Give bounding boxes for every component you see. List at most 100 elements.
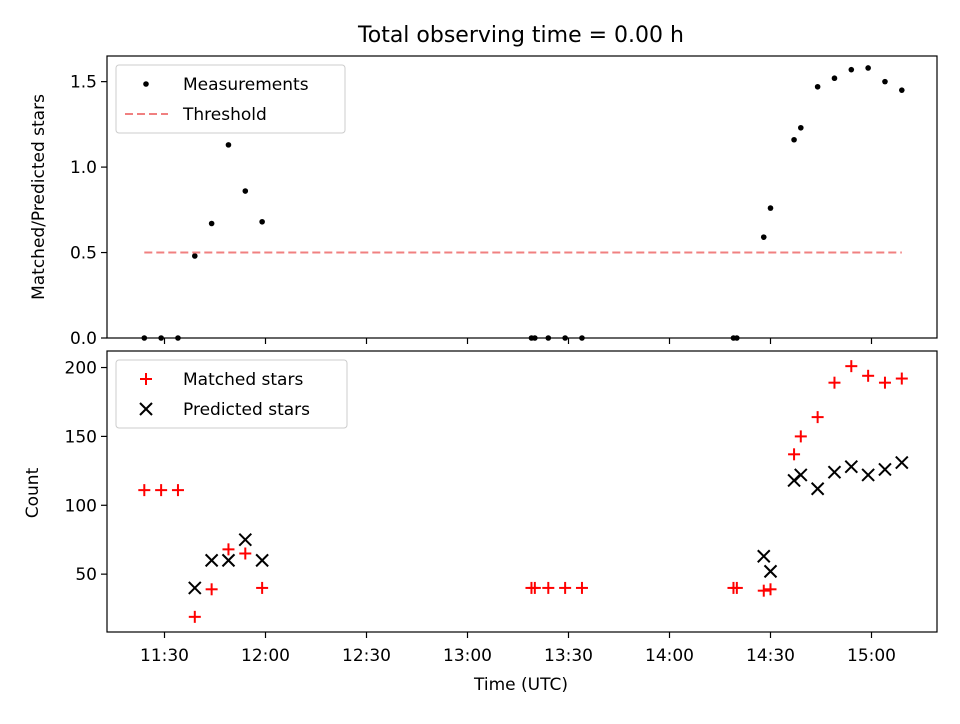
matched-star-marker [788, 448, 801, 461]
matched-star-marker [542, 581, 555, 594]
measurement-point [899, 87, 905, 93]
predicted-star-marker [188, 581, 202, 595]
x-tick-label: 13:00 [443, 646, 492, 666]
measurement-point [760, 234, 767, 240]
bottom-plot: 50 100 150 200 11:30 12:00 12:30 13:00 13:30 14:0… [65, 350, 938, 666]
y-tick-label: 100 [65, 496, 97, 516]
x-tick-label: 14:30 [746, 646, 795, 666]
legend: Measurements Threshold [115, 64, 346, 134]
marker-stroke [238, 533, 253, 547]
matched-star-marker [794, 430, 807, 443]
predicted-star-marker [827, 465, 842, 479]
measurement-point [798, 124, 804, 131]
y-tick-label: 1.5 [70, 73, 97, 93]
predicted-star-marker [221, 553, 236, 568]
x-tick-label: 12:00 [241, 646, 290, 666]
matched-star-marker [205, 583, 218, 596]
matched-star-marker [828, 376, 841, 389]
measurement-point [242, 188, 249, 194]
predicted-star-marker [255, 553, 269, 568]
legend-label: Predicted stars [183, 400, 310, 420]
y-tick-label: 0.5 [70, 244, 97, 264]
measurement-point [767, 205, 774, 211]
x-tick-label: 13:30 [544, 646, 593, 666]
matched-star-marker [845, 360, 858, 373]
predicted-star-marker [861, 468, 875, 482]
marker-stroke [895, 455, 909, 470]
predicted-star-marker [238, 533, 253, 547]
marker-stroke [844, 459, 859, 474]
predicted-star-marker [763, 564, 778, 579]
measurement-point [259, 218, 265, 225]
measurement-point [814, 83, 821, 90]
marker-stroke [255, 553, 269, 568]
y-tick-label: 200 [65, 359, 97, 379]
marker-stroke [861, 468, 875, 482]
matched-star-marker [559, 581, 572, 594]
matched-star-marker [528, 581, 541, 594]
x-tick-label: 11:30 [140, 646, 189, 666]
matched-star-marker [764, 583, 777, 596]
chart-title: Total observing time = 0.00 h [357, 23, 684, 48]
marker-stroke [139, 402, 153, 416]
matched-star-marker [256, 581, 269, 594]
matched-star-marker [575, 581, 588, 594]
predicted-star-marker [757, 549, 771, 563]
marker-stroke [204, 553, 219, 568]
predicted-star-marker [204, 553, 219, 568]
matched-star-marker [155, 484, 168, 497]
legend: Matched stars Predicted stars [115, 359, 348, 429]
marker-stroke [221, 553, 236, 568]
measurement-point [225, 142, 232, 148]
measurement-point [208, 220, 215, 227]
matched-star-marker [222, 543, 235, 556]
matched-star-marker [862, 369, 875, 382]
legend-label: Threshold [182, 105, 267, 125]
marker-stroke [763, 564, 778, 579]
measurement-point [865, 65, 871, 71]
plot-frame [106, 55, 938, 339]
y-tick-label: 1.0 [70, 158, 97, 178]
marker-stroke [188, 581, 202, 595]
matched-star-marker [138, 484, 151, 497]
top-plot: 0.0 0.5 1.0 1.5 Measurements Threshold [70, 55, 938, 349]
matched-star-marker [895, 372, 908, 385]
measurement-point [831, 75, 838, 82]
measurement-point [192, 253, 198, 259]
matched-star-marker [757, 584, 770, 597]
predicted-star-marker [794, 468, 808, 482]
legend-label: Matched stars [183, 370, 303, 390]
bottom-y-axis-label: Count [23, 467, 43, 518]
legend-box [115, 359, 348, 429]
matched-star-marker [239, 547, 252, 560]
measurement-point [882, 78, 888, 85]
y-tick-label: 0.0 [70, 329, 97, 349]
x-tick-label: 15:00 [847, 646, 896, 666]
predicted-star-marker [878, 462, 892, 477]
marker-stroke [810, 482, 825, 496]
measurement-point [848, 66, 855, 73]
marker-stroke [827, 465, 842, 479]
top-y-axis-label: Matched/Predicted stars [29, 94, 49, 300]
predicted-star-marker [810, 482, 825, 496]
x-axis-label: Time (UTC) [473, 675, 568, 695]
legend-matched-swatch [140, 373, 152, 385]
marker-stroke [878, 462, 892, 477]
measurement-point [791, 136, 797, 143]
legend-measurement-swatch [143, 81, 149, 87]
matched-star-marker [811, 411, 824, 424]
x-tick-label: 14:00 [645, 646, 694, 666]
predicted-star-marker [895, 455, 909, 470]
matched-star-marker [188, 610, 201, 623]
y-tick-label: 150 [65, 427, 97, 447]
legend-label: Measurements [183, 75, 309, 95]
marker-stroke [794, 468, 808, 482]
plot-frame [106, 350, 938, 633]
legend-predicted-swatch [139, 402, 153, 416]
predicted-star-marker [844, 459, 859, 474]
x-tick-label: 12:30 [342, 646, 391, 666]
y-tick-label: 50 [75, 565, 97, 585]
matched-star-marker [730, 581, 743, 594]
matched-star-marker [878, 376, 891, 389]
